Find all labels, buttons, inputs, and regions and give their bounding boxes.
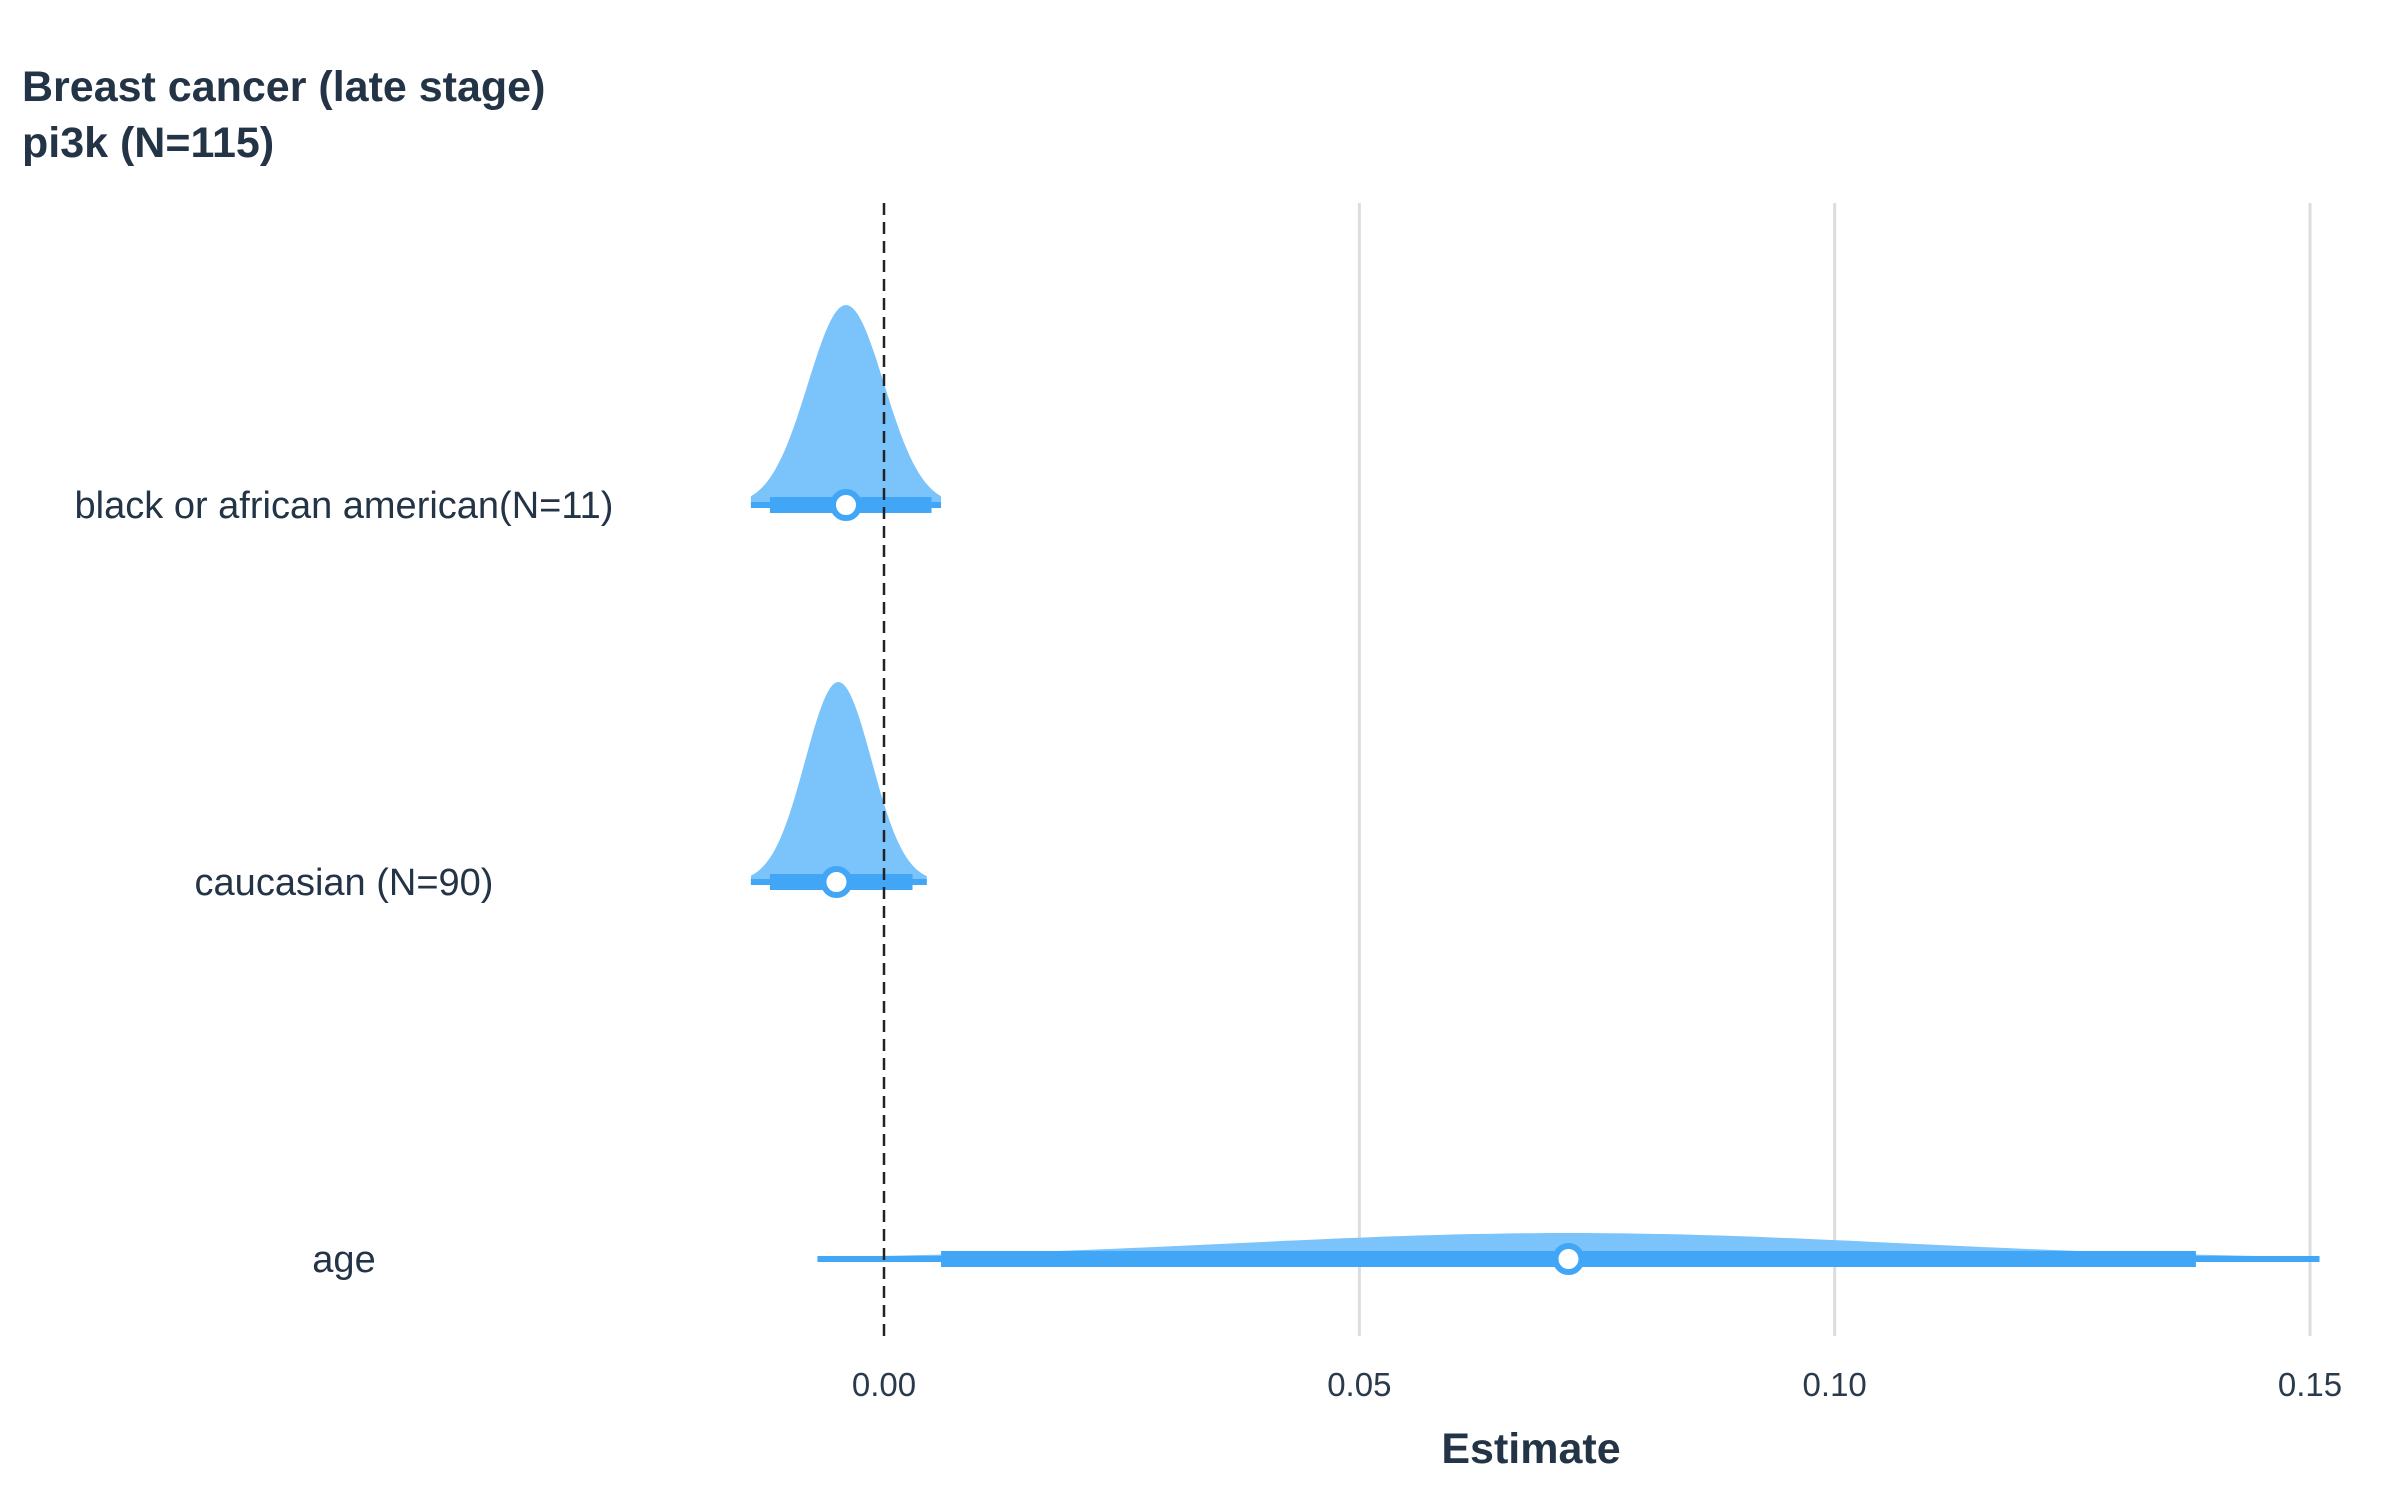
y-label-2: age: [312, 1239, 375, 1281]
point-estimate-1: [820, 866, 853, 898]
y-axis-labels: black or african american(N=11) caucasian…: [75, 485, 614, 1281]
chart-title-line-2: pi3k (N=115): [22, 119, 274, 167]
x-tick-label-3: 0.15: [2278, 1366, 2342, 1403]
x-tick-label-1: 0.05: [1327, 1366, 1391, 1403]
estimate-marks: [750, 203, 2320, 1336]
density-0: [750, 305, 941, 505]
series-1: [750, 682, 927, 898]
x-gridlines: [1357, 203, 2312, 1336]
x-axis-label: Estimate: [1441, 1425, 1620, 1473]
series-0: [750, 305, 942, 521]
x-tick-label-2: 0.10: [1803, 1366, 1867, 1403]
x-axis-ticks: 0.00 0.05 0.10 0.15: [852, 1366, 2342, 1403]
point-estimate-0: [829, 489, 862, 521]
x-tick-label-0: 0.00: [852, 1366, 916, 1403]
y-label-1: caucasian (N=90): [195, 862, 494, 904]
density-1: [750, 682, 927, 882]
point-estimate-2: [1552, 1243, 1585, 1275]
chart-title: Breast cancer (late stage) pi3k (N=115): [22, 63, 545, 167]
series-2: [817, 1233, 2320, 1275]
y-label-0: black or african american(N=11): [75, 485, 614, 527]
chart-title-line-1: Breast cancer (late stage): [22, 63, 545, 111]
